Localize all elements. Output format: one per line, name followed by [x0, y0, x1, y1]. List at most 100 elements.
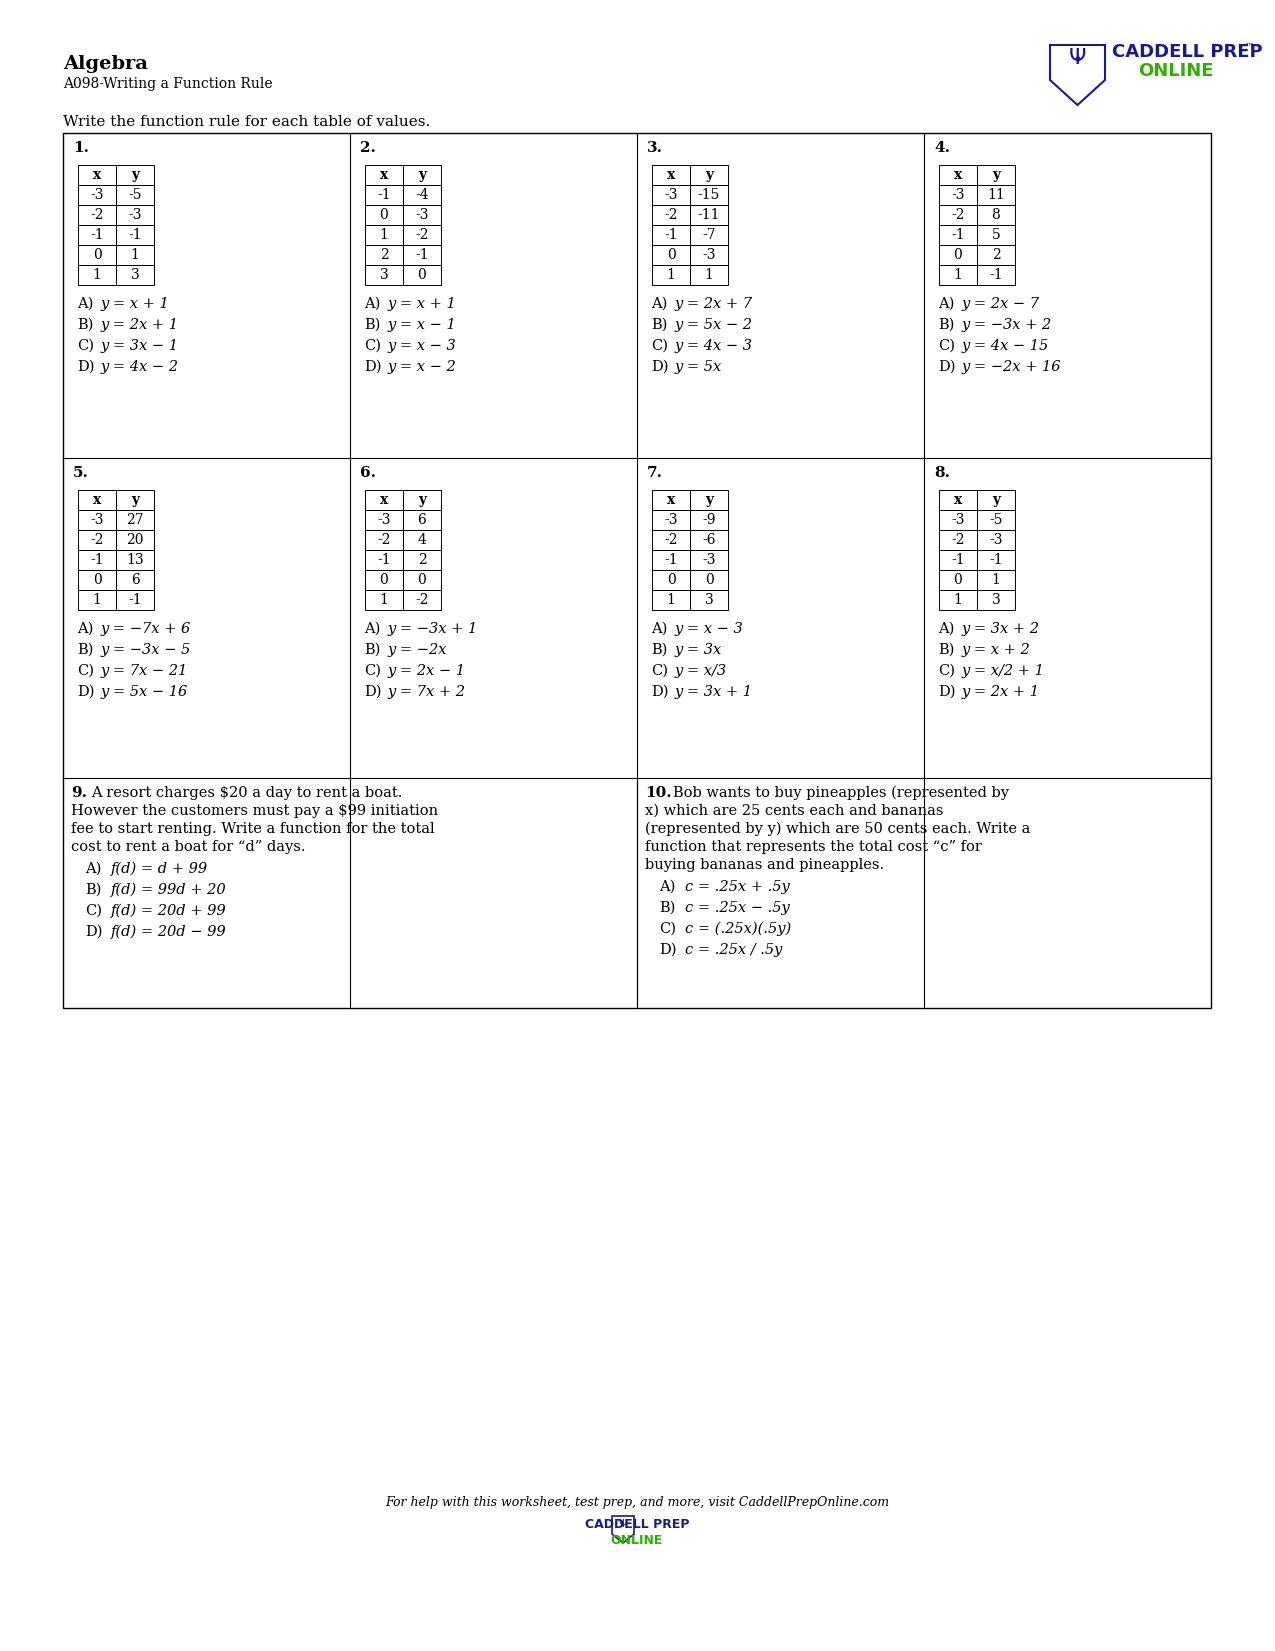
- Text: A098-Writing a Function Rule: A098-Writing a Function Rule: [62, 78, 273, 91]
- Text: y: y: [992, 168, 1000, 182]
- Bar: [403, 530, 441, 550]
- Text: -9: -9: [703, 513, 715, 527]
- Text: C): C): [938, 338, 955, 353]
- Text: -1: -1: [91, 228, 103, 243]
- Bar: [690, 205, 728, 225]
- Text: 0: 0: [667, 248, 676, 263]
- Text: x) which are 25 cents each and bananas: x) which are 25 cents each and bananas: [645, 804, 944, 817]
- Bar: [652, 205, 690, 225]
- Text: c = .25x − .5y: c = .25x − .5y: [685, 901, 789, 915]
- Text: function that represents the total cost “c” for: function that represents the total cost …: [645, 840, 982, 854]
- Text: -2: -2: [951, 533, 965, 546]
- Text: -3: -3: [951, 188, 965, 201]
- Text: D): D): [76, 360, 94, 375]
- Text: 2.: 2.: [360, 140, 376, 155]
- Text: 1: 1: [992, 573, 1001, 588]
- Text: -3: -3: [91, 188, 103, 201]
- Text: -4: -4: [416, 188, 428, 201]
- Text: 1: 1: [705, 267, 714, 282]
- Text: A resort charges $20 a day to rent a boat.: A resort charges $20 a day to rent a boa…: [91, 786, 403, 801]
- Text: 2: 2: [380, 248, 389, 263]
- Text: 0: 0: [380, 573, 389, 588]
- Bar: [938, 266, 977, 286]
- Text: y = 5x − 2: y = 5x − 2: [674, 319, 754, 332]
- Text: f(d) = 20d + 99: f(d) = 20d + 99: [111, 905, 227, 918]
- Text: y: y: [705, 168, 713, 182]
- Bar: [652, 244, 690, 266]
- Text: y = 7x + 2: y = 7x + 2: [388, 685, 465, 698]
- Text: -1: -1: [951, 553, 965, 566]
- Text: B): B): [85, 883, 102, 896]
- Text: C): C): [659, 921, 676, 936]
- Text: -6: -6: [703, 533, 715, 546]
- Text: 1: 1: [667, 267, 676, 282]
- Bar: [78, 550, 116, 570]
- Bar: [365, 589, 403, 609]
- Text: -3: -3: [989, 533, 1002, 546]
- Bar: [78, 225, 116, 244]
- Bar: [690, 185, 728, 205]
- Text: 2: 2: [992, 248, 1001, 263]
- Bar: [403, 550, 441, 570]
- Bar: [365, 165, 403, 185]
- Text: A): A): [938, 622, 955, 636]
- Text: y = x − 2: y = x − 2: [388, 360, 456, 375]
- Text: 6: 6: [418, 513, 426, 527]
- Text: -7: -7: [703, 228, 715, 243]
- Text: C): C): [363, 338, 381, 353]
- Bar: [690, 266, 728, 286]
- Bar: [403, 165, 441, 185]
- Bar: [403, 510, 441, 530]
- Text: y = x + 2: y = x + 2: [963, 642, 1030, 657]
- Text: x: x: [380, 168, 388, 182]
- Text: B): B): [938, 319, 955, 332]
- Text: x: x: [93, 494, 101, 507]
- Text: ONLINE: ONLINE: [1139, 63, 1214, 79]
- Text: A): A): [652, 297, 667, 310]
- Text: Ψ: Ψ: [618, 1519, 627, 1529]
- Text: -2: -2: [951, 208, 965, 221]
- Text: C): C): [85, 905, 102, 918]
- Bar: [652, 490, 690, 510]
- Text: D): D): [938, 685, 955, 698]
- Bar: [938, 510, 977, 530]
- Text: -1: -1: [664, 228, 678, 243]
- Text: 0: 0: [418, 267, 426, 282]
- Text: -1: -1: [377, 553, 391, 566]
- Text: y = x/2 + 1: y = x/2 + 1: [963, 664, 1046, 679]
- Bar: [690, 165, 728, 185]
- Text: A): A): [363, 297, 380, 310]
- Text: For help with this worksheet, test prep, and more, visit CaddellPrepOnline.com: For help with this worksheet, test prep,…: [385, 1496, 889, 1509]
- Bar: [116, 225, 154, 244]
- Bar: [690, 530, 728, 550]
- Text: y = x − 3: y = x − 3: [674, 622, 743, 636]
- Bar: [365, 225, 403, 244]
- PathPatch shape: [1051, 45, 1105, 106]
- Bar: [690, 244, 728, 266]
- Text: y = −3x − 5: y = −3x − 5: [101, 642, 191, 657]
- Text: buying bananas and pineapples.: buying bananas and pineapples.: [645, 859, 884, 872]
- Bar: [690, 490, 728, 510]
- Text: 0: 0: [93, 573, 102, 588]
- Text: y = −3x + 1: y = −3x + 1: [388, 622, 478, 636]
- Text: -11: -11: [697, 208, 720, 221]
- Text: -3: -3: [951, 513, 965, 527]
- Bar: [977, 266, 1015, 286]
- Text: c = .25x / .5y: c = .25x / .5y: [685, 943, 783, 958]
- Text: y = x − 1: y = x − 1: [388, 319, 456, 332]
- Text: -1: -1: [129, 593, 142, 608]
- Bar: [938, 185, 977, 205]
- Bar: [365, 570, 403, 589]
- Text: B): B): [363, 319, 380, 332]
- Text: y = 5x − 16: y = 5x − 16: [101, 685, 189, 698]
- Text: -1: -1: [989, 267, 1003, 282]
- Text: C): C): [652, 664, 668, 679]
- Bar: [365, 266, 403, 286]
- Text: y = 4x − 15: y = 4x − 15: [963, 338, 1049, 353]
- Text: y = 2x + 1: y = 2x + 1: [101, 319, 178, 332]
- Bar: [116, 530, 154, 550]
- Text: -3: -3: [416, 208, 428, 221]
- Text: D): D): [652, 360, 668, 375]
- Bar: [78, 266, 116, 286]
- Bar: [403, 244, 441, 266]
